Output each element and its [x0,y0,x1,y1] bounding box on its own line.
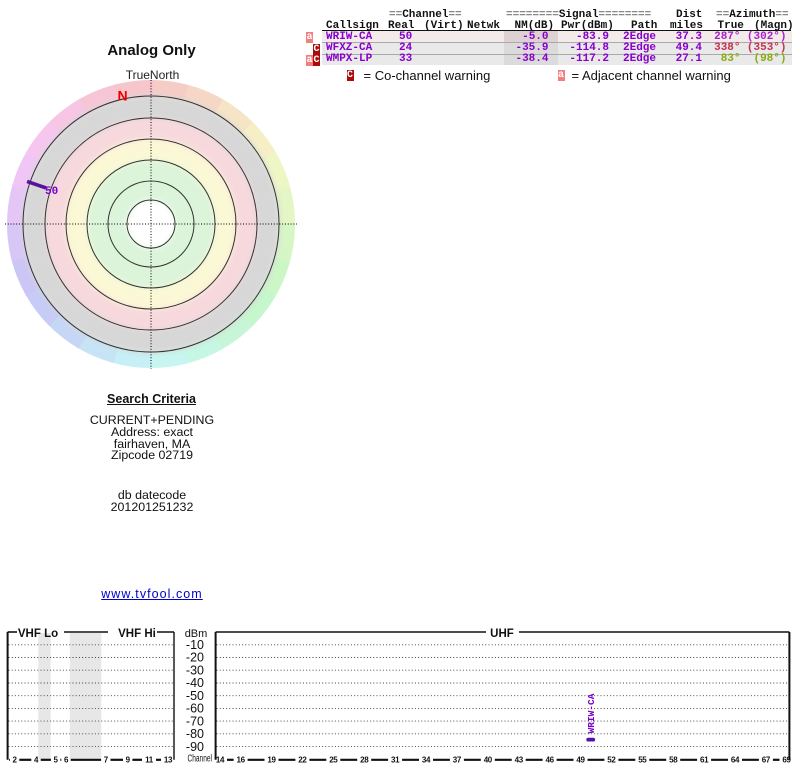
svg-text:19: 19 [267,756,276,765]
svg-text:67: 67 [762,756,771,765]
svg-text:31: 31 [391,756,400,765]
svg-text:69: 69 [782,756,791,765]
svg-text:5: 5 [54,756,59,765]
svg-text:UHF: UHF [490,628,514,640]
svg-text:-20: -20 [186,651,204,665]
svg-text:61: 61 [700,756,709,765]
svg-text:VHF Hi: VHF Hi [118,628,156,640]
svg-text:-90: -90 [186,740,204,754]
svg-text:-60: -60 [186,702,204,716]
svg-text:WRIW-CA: WRIW-CA [586,693,597,733]
svg-text:25: 25 [329,756,338,765]
svg-text:50: 50 [45,186,58,198]
svg-text:-70: -70 [186,714,204,728]
svg-text:64: 64 [731,756,740,765]
svg-text:2: 2 [13,756,18,765]
svg-text:46: 46 [545,756,554,765]
svg-text:52: 52 [607,756,616,765]
svg-text:58: 58 [669,756,678,765]
svg-text:49: 49 [576,756,585,765]
svg-text:55: 55 [638,756,647,765]
svg-text:28: 28 [360,756,369,765]
svg-text:22: 22 [298,756,307,765]
svg-text:dBm: dBm [185,628,208,640]
svg-text:-30: -30 [186,663,204,677]
svg-text:14: 14 [216,756,225,765]
svg-text:4: 4 [34,756,39,765]
svg-text:43: 43 [515,756,524,765]
svg-text:7: 7 [104,756,109,765]
svg-text:40: 40 [484,756,493,765]
svg-text:6: 6 [64,756,69,765]
svg-text:-10: -10 [186,638,204,652]
svg-text:13: 13 [164,756,173,765]
svg-text:11: 11 [145,756,154,765]
svg-text:-50: -50 [186,689,204,703]
svg-text:VHF Lo: VHF Lo [18,628,58,640]
svg-text:34: 34 [422,756,431,765]
svg-text:Channel: Channel [188,754,213,765]
svg-text:-40: -40 [186,676,204,690]
svg-text:16: 16 [236,756,245,765]
svg-text:-80: -80 [186,727,204,741]
svg-text:37: 37 [453,756,462,765]
svg-text:N: N [118,88,128,104]
svg-text:9: 9 [126,756,131,765]
